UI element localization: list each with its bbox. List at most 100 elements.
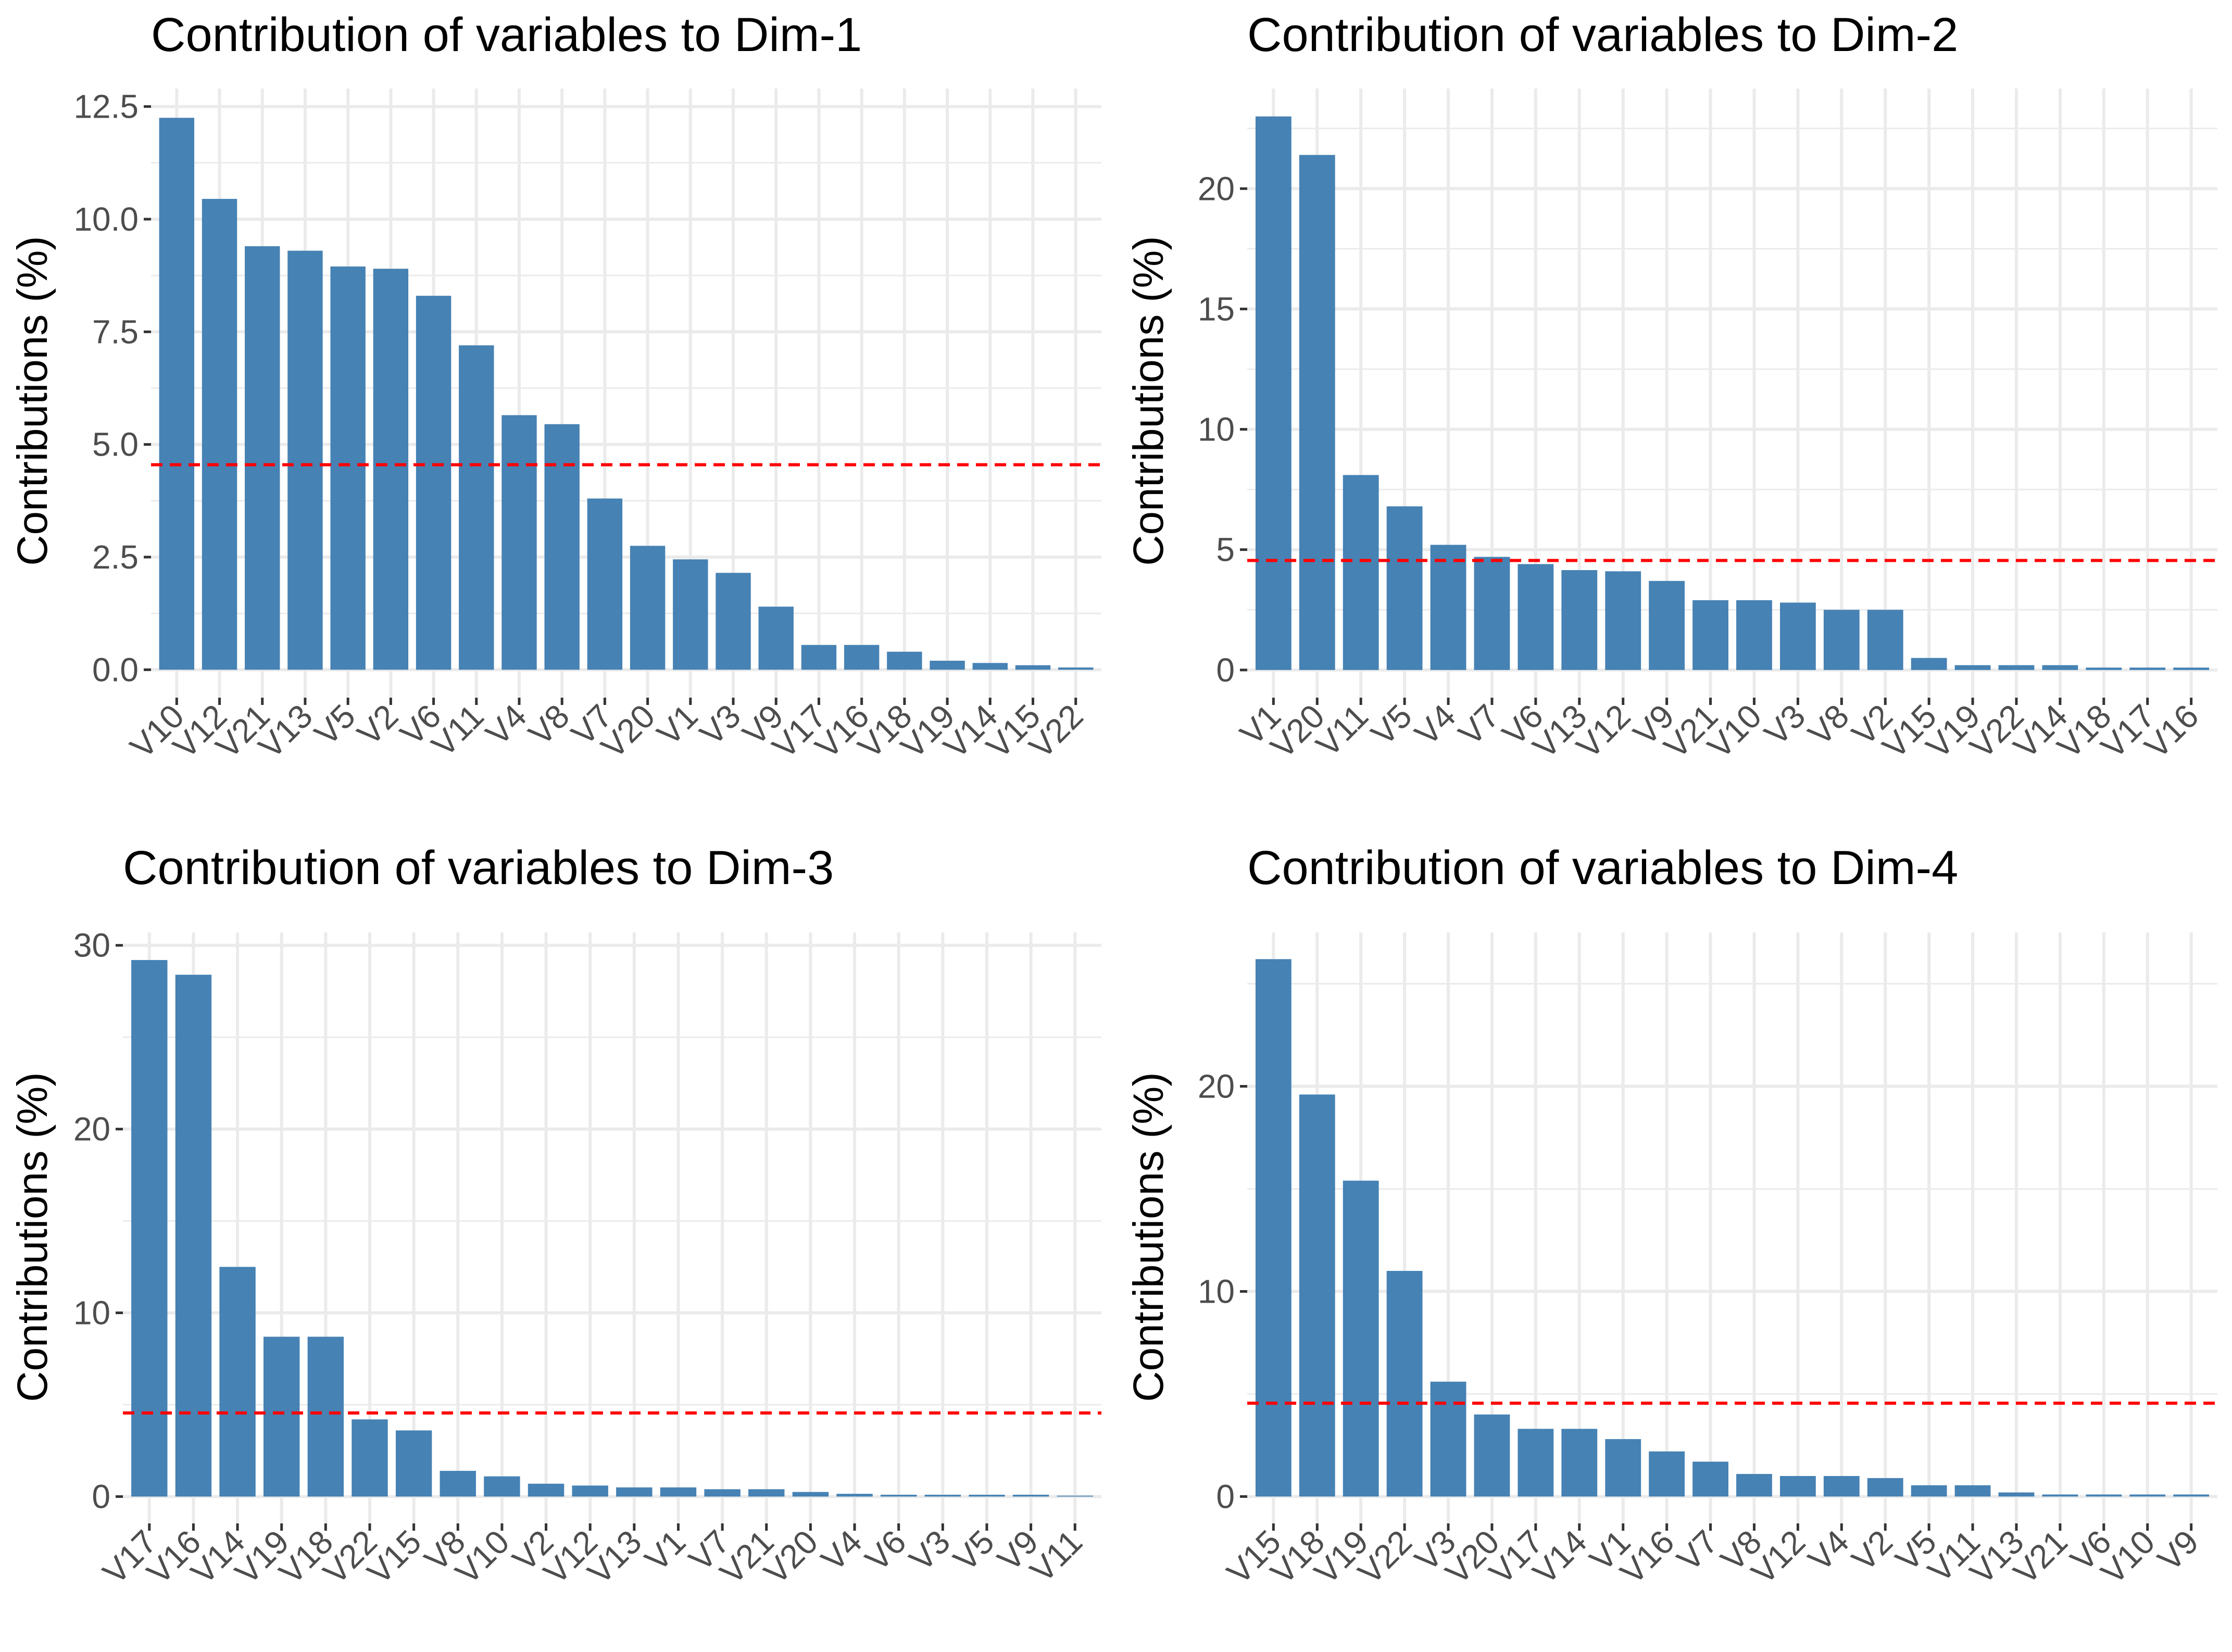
bar-V1 bbox=[1605, 1439, 1641, 1497]
chart-svg-dim2: Contribution of variables to Dim-2 Contr… bbox=[1125, 8, 2217, 765]
bar-V13 bbox=[1561, 570, 1598, 670]
bar-V21 bbox=[748, 1489, 785, 1497]
y-tick-label: 0 bbox=[92, 1478, 110, 1515]
chart-panel-dim4: Contribution of variables to Dim-4 Contr… bbox=[1116, 826, 2232, 1651]
x-tick-label: V11 bbox=[424, 697, 491, 764]
y-axis-label: Contributions (%) bbox=[1125, 1072, 1172, 1402]
bar-V7 bbox=[704, 1489, 741, 1497]
x-tick-label: V13 bbox=[251, 697, 319, 765]
bar-V15 bbox=[1911, 658, 1947, 670]
y-tick-label: 10 bbox=[1198, 1272, 1235, 1310]
chart-svg-dim3: Contribution of variables to Dim-3 Contr… bbox=[9, 841, 1101, 1591]
chart-svg-dim1: Contribution of variables to Dim-1 Contr… bbox=[9, 8, 1101, 765]
y-tick-label: 5.0 bbox=[92, 426, 139, 463]
bar-V1 bbox=[660, 1487, 697, 1497]
bar-V3 bbox=[716, 573, 751, 670]
bar-V18 bbox=[307, 1336, 344, 1497]
bar-V10 bbox=[2129, 1494, 2166, 1497]
bar-V16 bbox=[1649, 1451, 1685, 1497]
bar-V9 bbox=[758, 607, 794, 670]
bar-V18 bbox=[887, 651, 922, 670]
bar-V17 bbox=[2129, 667, 2166, 670]
bar-V13 bbox=[287, 250, 323, 670]
y-tick-label: 20 bbox=[1198, 170, 1235, 207]
y-tick-label: 15 bbox=[1198, 290, 1235, 327]
bar-V20 bbox=[1474, 1414, 1510, 1497]
bar-V5 bbox=[330, 266, 366, 670]
bar-V9 bbox=[1649, 581, 1685, 670]
chart-title: Contribution of variables to Dim-4 bbox=[1247, 841, 1958, 894]
x-tick-label: V13 bbox=[580, 1523, 648, 1591]
plot-area: 0102030V17V16V14V19V18V22V15V8V10V2V12V1… bbox=[73, 927, 1101, 1591]
bar-V9 bbox=[2173, 1494, 2210, 1497]
x-tick-label: V16 bbox=[2137, 697, 2205, 765]
bar-V9 bbox=[1012, 1494, 1049, 1497]
y-tick-label: 2.5 bbox=[92, 538, 139, 576]
bar-V8 bbox=[544, 424, 580, 670]
bar-V12 bbox=[1605, 571, 1641, 670]
bar-V21 bbox=[245, 246, 280, 670]
bar-V19 bbox=[1343, 1180, 1379, 1497]
bar-V11 bbox=[1343, 475, 1379, 670]
bar-V16 bbox=[2173, 667, 2210, 670]
bar-V18 bbox=[2086, 667, 2122, 670]
bar-V21 bbox=[2042, 1494, 2078, 1497]
bar-V8 bbox=[1823, 610, 1860, 670]
bar-V10 bbox=[159, 118, 195, 670]
bar-V7 bbox=[1692, 1461, 1728, 1497]
chart-panel-dim3: Contribution of variables to Dim-3 Contr… bbox=[0, 826, 1116, 1651]
bar-V3 bbox=[1779, 602, 1816, 670]
bar-V7 bbox=[1474, 557, 1510, 670]
bar-V10 bbox=[484, 1476, 520, 1497]
y-tick-label: 10 bbox=[1198, 411, 1235, 448]
y-tick-label: 7.5 bbox=[92, 313, 139, 350]
chart-panel-dim2: Contribution of variables to Dim-2 Contr… bbox=[1116, 0, 2232, 826]
bar-V2 bbox=[373, 269, 409, 670]
x-tick-label: V20 bbox=[757, 1523, 825, 1591]
x-tick-label: V10 bbox=[2093, 1523, 2162, 1591]
bar-V5 bbox=[969, 1494, 1005, 1497]
x-tick-label: V14 bbox=[1525, 1523, 1594, 1591]
bar-V7 bbox=[587, 498, 623, 670]
x-tick-label: V10 bbox=[1700, 697, 1769, 765]
x-tick-label: V11 bbox=[1023, 1523, 1089, 1590]
y-tick-label: 20 bbox=[1198, 1067, 1235, 1105]
x-tick-label: V12 bbox=[1744, 1523, 1812, 1591]
bar-V14 bbox=[219, 1267, 256, 1497]
bar-V3 bbox=[924, 1494, 961, 1497]
bar-V6 bbox=[2086, 1494, 2122, 1497]
bar-V17 bbox=[1518, 1429, 1554, 1497]
bar-V17 bbox=[801, 645, 837, 670]
bar-V6 bbox=[1518, 564, 1554, 670]
y-tick-label: 0.0 bbox=[92, 651, 139, 688]
bar-V17 bbox=[131, 960, 168, 1497]
bar-V20 bbox=[1299, 155, 1335, 670]
bar-V19 bbox=[264, 1336, 300, 1497]
y-tick-label: 10.0 bbox=[73, 200, 139, 238]
x-tick-label: V15 bbox=[360, 1523, 428, 1591]
bar-V12 bbox=[1779, 1476, 1816, 1497]
bar-V12 bbox=[202, 199, 237, 670]
x-tick-label: V20 bbox=[594, 697, 662, 765]
y-axis-label: Contributions (%) bbox=[9, 1072, 56, 1402]
bar-V22 bbox=[352, 1419, 388, 1497]
x-tick-label: V22 bbox=[1351, 1523, 1419, 1591]
bar-V2 bbox=[1867, 1478, 1903, 1497]
bar-V15 bbox=[1255, 959, 1291, 1497]
bar-V20 bbox=[792, 1492, 829, 1497]
y-tick-label: 10 bbox=[73, 1294, 110, 1332]
y-axis-label: Contributions (%) bbox=[9, 236, 56, 565]
y-axis-label: Contributions (%) bbox=[1125, 236, 1172, 565]
bar-V8 bbox=[1736, 1474, 1772, 1497]
bar-V20 bbox=[630, 546, 666, 670]
bar-V5 bbox=[1386, 506, 1423, 670]
bar-V15 bbox=[395, 1430, 432, 1497]
bar-V19 bbox=[930, 661, 965, 670]
bar-V1 bbox=[673, 559, 708, 670]
bar-V15 bbox=[1015, 665, 1051, 670]
chart-svg-dim4: Contribution of variables to Dim-4 Contr… bbox=[1125, 841, 2217, 1591]
plot-area: 01020V15V18V19V22V3V20V17V14V1V16V7V8V12… bbox=[1198, 932, 2217, 1591]
bar-V14 bbox=[1561, 1429, 1598, 1497]
y-tick-label: 5 bbox=[1216, 531, 1235, 569]
plot-area: 0.02.55.07.510.012.5V10V12V21V13V5V2V6V1… bbox=[73, 88, 1101, 765]
